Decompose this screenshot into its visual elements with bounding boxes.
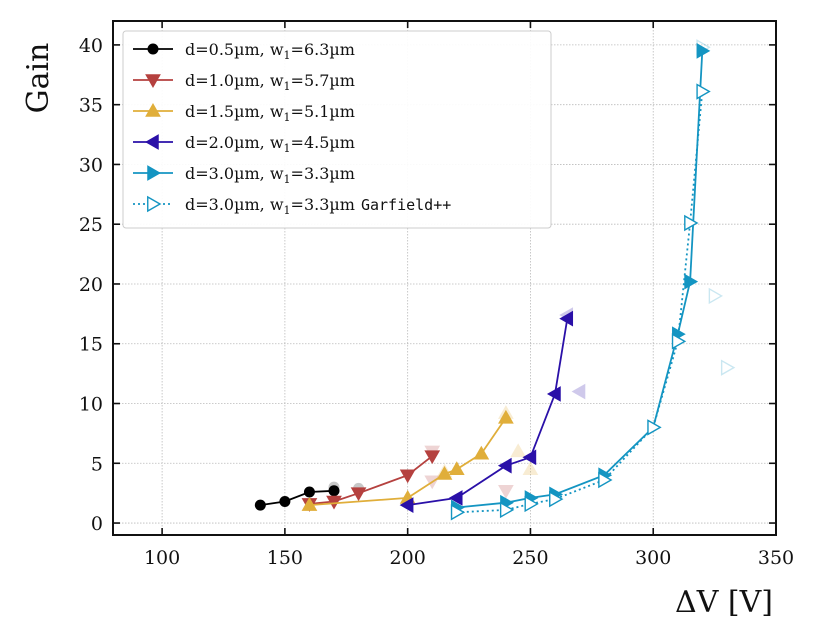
legend-box: [122, 30, 552, 229]
data-point: [303, 486, 315, 498]
legend-marker: [147, 165, 162, 181]
legend-label: d=1.0µm, w1=5.7µm: [185, 71, 355, 93]
legend-entry: d=0.5µm, w1=6.3µm: [133, 40, 355, 62]
data-point: [301, 497, 318, 511]
series-line: [260, 489, 335, 506]
legend-marker: [145, 74, 161, 89]
x-tick-label: 150: [267, 547, 303, 569]
y-tick-label: 30: [79, 154, 103, 176]
data-point: [671, 333, 687, 350]
faded-data-point: [571, 383, 586, 400]
faded-data-point: [708, 287, 724, 305]
legend-label: d=2.0µm, w1=4.5µm: [185, 133, 355, 155]
data-point: [549, 490, 564, 508]
data-point: [524, 495, 539, 513]
plot-frame: [112, 20, 777, 536]
axis-ticks: 100 150 200 250 300 350 0 5 10 15 20 25 30 35 40: [79, 21, 794, 569]
x-axis-label: ΔV [V]: [675, 585, 773, 620]
data-point: [436, 466, 453, 480]
legend-entry: d=1.0µm, w1=5.7µm: [133, 71, 355, 93]
legend-entry: d=2.0µm, w1=4.5µm: [133, 133, 355, 155]
legend-label: d=3.0µm, w1=3.3µm: [185, 164, 355, 186]
y-tick-label: 0: [91, 513, 103, 535]
y-tick-label: 20: [79, 274, 103, 296]
data-point: [399, 497, 414, 513]
legend-entry: d=1.5µm, w1=5.1µm: [133, 102, 355, 124]
series-5: [450, 83, 711, 521]
data-point: [499, 501, 515, 519]
series-2: [301, 409, 514, 511]
data-point: [448, 490, 463, 506]
x-tick-label: 200: [390, 547, 426, 569]
y-tick-label: 25: [79, 214, 103, 236]
data-point: [497, 457, 512, 474]
faded-data-point: [510, 443, 527, 458]
x-tick-label: 300: [635, 547, 671, 569]
legend-marker: [147, 195, 162, 213]
y-tick-label: 35: [79, 95, 103, 117]
legend-entry: d=3.0µm, w1=3.3µm Garfield++: [133, 195, 451, 217]
x-tick-label: 350: [758, 547, 794, 569]
data-point: [328, 485, 340, 497]
data-point: [522, 449, 537, 466]
y-tick-label: 40: [79, 35, 103, 57]
series-line: [309, 417, 507, 506]
legend-label: d=0.5µm, w1=6.3µm: [185, 40, 355, 62]
legend-marker: [147, 43, 159, 55]
data-point: [424, 450, 441, 465]
data-point: [450, 504, 466, 521]
faded-data-point: [720, 359, 736, 376]
data-point: [598, 471, 613, 489]
series-3: [399, 310, 574, 513]
x-tick-label: 250: [512, 547, 548, 569]
data-point: [684, 273, 699, 290]
legend-label: d=1.5µm, w1=5.1µm: [185, 102, 355, 124]
series-1: [301, 450, 441, 512]
data-point: [684, 214, 699, 232]
data-point: [546, 386, 561, 402]
legend: d=0.5µm, w1=6.3µm d=1.0µm, w1=5.7µm d=1.5µ…: [122, 30, 552, 229]
y-tick-label: 5: [91, 453, 103, 475]
y-tick-label: 15: [79, 334, 103, 356]
data-point: [279, 496, 291, 508]
data-point: [448, 461, 465, 476]
series-layer: [254, 43, 711, 521]
faded-data-point: [522, 461, 539, 476]
legend-marker: [144, 134, 159, 150]
data-point: [559, 310, 574, 327]
data-point: [498, 409, 514, 424]
data-point: [399, 469, 416, 484]
y-tick-label: 10: [79, 394, 103, 416]
faded-data-point: [498, 485, 514, 499]
data-point: [254, 499, 266, 511]
data-point: [350, 487, 367, 502]
series-0: [254, 485, 340, 511]
y-axis-label: Gain: [21, 43, 56, 114]
legend-marker: [145, 102, 161, 117]
series-line: [407, 318, 569, 506]
data-point: [647, 419, 662, 436]
data-point: [696, 43, 711, 59]
legend-entry: d=3.0µm, w1=3.3µm: [133, 164, 355, 186]
legend-label: d=3.0µm, w1=3.3µm Garfield++: [185, 195, 451, 217]
data-point: [696, 83, 711, 100]
data-point: [473, 445, 490, 460]
x-tick-label: 100: [144, 547, 180, 569]
